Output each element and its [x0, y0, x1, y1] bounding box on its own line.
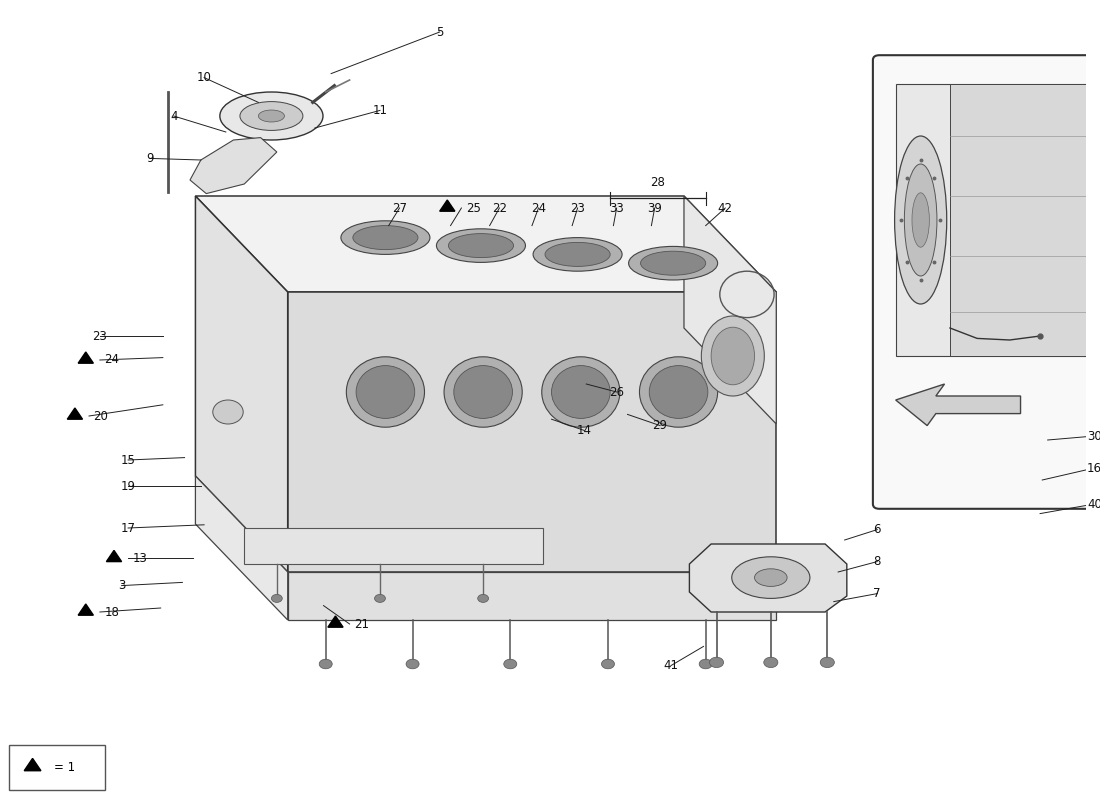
Ellipse shape — [437, 229, 526, 262]
Ellipse shape — [700, 659, 712, 669]
Ellipse shape — [711, 327, 755, 385]
Polygon shape — [24, 758, 41, 770]
Ellipse shape — [551, 366, 611, 418]
Text: 11: 11 — [373, 104, 387, 117]
Text: 24: 24 — [531, 202, 546, 214]
Polygon shape — [440, 200, 455, 211]
Polygon shape — [684, 196, 777, 424]
Ellipse shape — [628, 246, 717, 280]
Ellipse shape — [640, 251, 706, 275]
Text: 33: 33 — [609, 202, 624, 214]
Ellipse shape — [454, 366, 513, 418]
Ellipse shape — [375, 594, 385, 602]
Ellipse shape — [894, 136, 947, 304]
Text: 7: 7 — [873, 587, 881, 600]
Ellipse shape — [710, 658, 724, 667]
Ellipse shape — [755, 569, 788, 586]
Text: 20: 20 — [94, 410, 108, 422]
Text: 6: 6 — [873, 523, 881, 536]
Ellipse shape — [319, 659, 332, 669]
Text: 10: 10 — [197, 71, 211, 84]
Text: 15: 15 — [121, 454, 135, 466]
Ellipse shape — [212, 400, 243, 424]
Polygon shape — [288, 292, 777, 572]
Ellipse shape — [639, 357, 717, 427]
Polygon shape — [107, 550, 122, 562]
Text: 21: 21 — [354, 618, 368, 630]
Ellipse shape — [602, 659, 615, 669]
Polygon shape — [328, 616, 343, 627]
Ellipse shape — [821, 658, 834, 667]
Ellipse shape — [353, 226, 418, 250]
Text: 19: 19 — [121, 480, 135, 493]
Text: eu: eu — [364, 321, 548, 447]
Text: 41: 41 — [663, 659, 679, 672]
Ellipse shape — [258, 110, 285, 122]
Polygon shape — [895, 384, 1021, 426]
Polygon shape — [190, 138, 277, 194]
Text: 17: 17 — [121, 522, 135, 534]
Text: 29: 29 — [652, 419, 668, 432]
Ellipse shape — [534, 238, 623, 271]
Polygon shape — [78, 604, 94, 615]
FancyBboxPatch shape — [9, 745, 106, 790]
Ellipse shape — [341, 221, 430, 254]
Text: 9: 9 — [146, 152, 154, 165]
Ellipse shape — [912, 193, 930, 247]
Ellipse shape — [544, 242, 610, 266]
Ellipse shape — [240, 102, 303, 130]
Ellipse shape — [449, 234, 514, 258]
Ellipse shape — [406, 659, 419, 669]
Polygon shape — [196, 196, 777, 292]
Polygon shape — [196, 476, 288, 620]
Text: 13: 13 — [132, 552, 147, 565]
Ellipse shape — [477, 594, 488, 602]
Text: 14: 14 — [576, 424, 592, 437]
Polygon shape — [288, 572, 777, 620]
Text: 8: 8 — [873, 555, 881, 568]
Text: 5: 5 — [436, 26, 443, 38]
Polygon shape — [78, 352, 94, 363]
Polygon shape — [196, 196, 288, 572]
Text: 25: 25 — [465, 202, 481, 214]
Ellipse shape — [444, 357, 522, 427]
Polygon shape — [895, 84, 1086, 356]
Polygon shape — [67, 408, 82, 419]
Text: 28: 28 — [650, 176, 666, 189]
Ellipse shape — [904, 164, 937, 276]
Ellipse shape — [504, 659, 517, 669]
Text: 18: 18 — [104, 606, 119, 618]
FancyBboxPatch shape — [873, 55, 1100, 509]
Text: 27: 27 — [392, 202, 407, 214]
Text: 30: 30 — [1087, 430, 1100, 442]
Ellipse shape — [542, 357, 620, 427]
Text: a passion for parts since 1’’’: a passion for parts since 1’’’ — [322, 470, 612, 570]
Ellipse shape — [649, 366, 708, 418]
Text: 23: 23 — [92, 330, 108, 342]
Text: 26: 26 — [609, 386, 624, 398]
Text: 23: 23 — [570, 202, 585, 214]
Text: 42: 42 — [717, 202, 733, 214]
Text: 40: 40 — [1087, 498, 1100, 510]
Ellipse shape — [763, 658, 778, 667]
Text: 24: 24 — [104, 354, 119, 366]
Polygon shape — [244, 528, 542, 564]
Text: 3: 3 — [118, 579, 125, 592]
Polygon shape — [690, 544, 847, 612]
Text: 39: 39 — [647, 202, 662, 214]
Ellipse shape — [702, 316, 764, 396]
Ellipse shape — [220, 92, 323, 140]
Ellipse shape — [732, 557, 810, 598]
Ellipse shape — [356, 366, 415, 418]
Ellipse shape — [346, 357, 425, 427]
Polygon shape — [950, 84, 1086, 356]
Text: 4: 4 — [170, 110, 177, 122]
Ellipse shape — [272, 594, 283, 602]
Text: 16: 16 — [1087, 462, 1100, 474]
Text: = 1: = 1 — [54, 761, 76, 774]
Text: 22: 22 — [492, 202, 507, 214]
